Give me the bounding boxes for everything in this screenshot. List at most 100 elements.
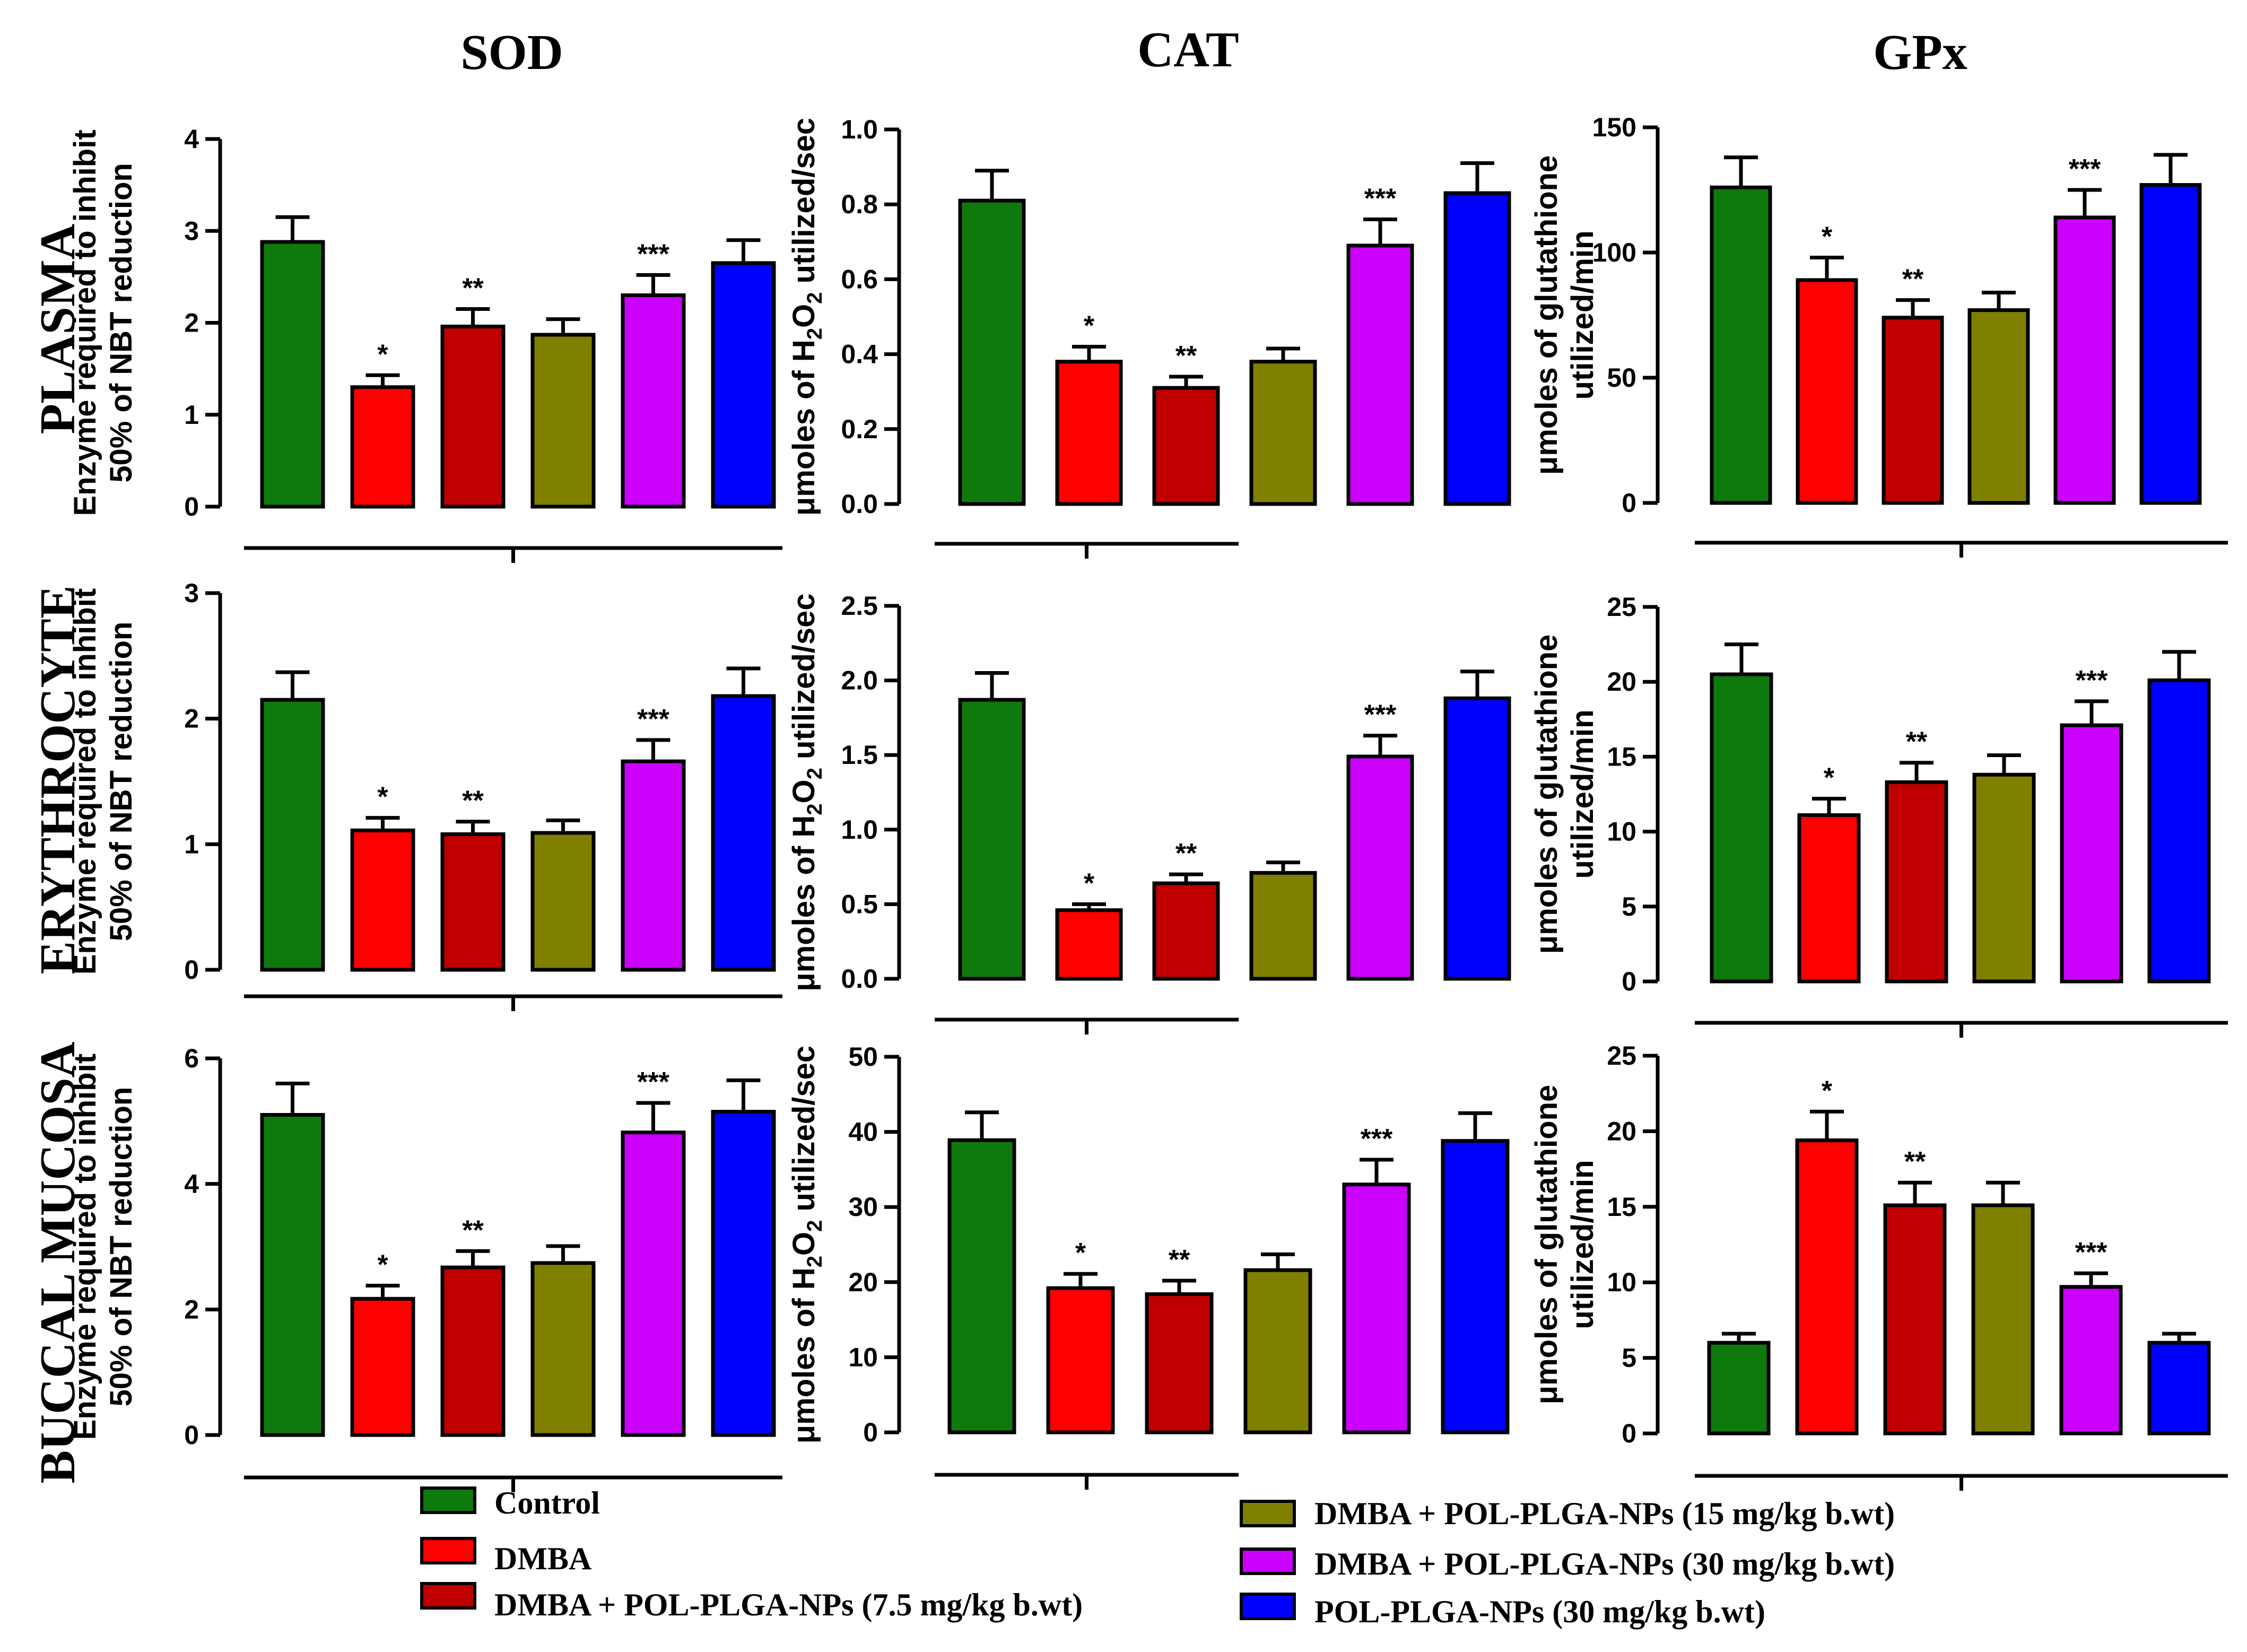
panel-erythrocyte-cat: 0.00.51.01.52.02.5******μmoles of H2O2 u… — [787, 591, 1511, 1034]
bar-dmba-pol-plga-nps-30-mg-kg-b-wt — [1342, 1183, 1411, 1434]
bar-dmba-pol-plga-nps-30-mg-kg-b-wt — [621, 1131, 686, 1437]
y-axis-label-line-1: μmoles of glutathione — [1529, 155, 1564, 475]
bar-dmba-pol-plga-nps-7-5-mg-kg-b-wt — [1885, 780, 1948, 984]
bar-dmba-pol-plga-nps-15-mg-kg-b-wt — [530, 1261, 596, 1437]
significance-marker: ** — [1169, 1245, 1190, 1275]
bar-pol-plga-nps-30-mg-kg-b-wt — [2147, 678, 2211, 984]
legend-swatch-control — [420, 1486, 476, 1514]
y-axis-label: μmoles of H2O2 utilized/sec — [787, 118, 826, 516]
y-tick-label: 2.0 — [841, 666, 878, 695]
y-tick-label: 0.6 — [841, 264, 878, 294]
bar-dmba-pol-plga-nps-15-mg-kg-b-wt — [1967, 308, 2030, 505]
bar-dmba-pol-plga-nps-15-mg-kg-b-wt — [1972, 772, 2036, 984]
y-tick-label: 1.0 — [841, 115, 878, 144]
y-tick-label: 2.5 — [841, 591, 878, 621]
significance-marker: * — [1075, 1238, 1086, 1268]
y-axis-label: μmoles of H2O2 utilized/sec — [787, 593, 826, 991]
bar-control — [260, 698, 325, 972]
significance-marker: *** — [1364, 700, 1397, 731]
bar-pol-plga-nps-30-mg-kg-b-wt — [711, 1110, 776, 1437]
y-axis-label-line-2: 50% of NBT reduction — [104, 1087, 138, 1407]
significance-marker: * — [1824, 762, 1835, 793]
bar-dmba-pol-plga-nps-7-5-mg-kg-b-wt — [440, 324, 506, 509]
y-tick-label: 0.2 — [841, 414, 878, 444]
y-tick-label: 2 — [184, 1294, 199, 1324]
bar-dmba — [350, 828, 415, 972]
significance-marker: *** — [637, 1067, 669, 1098]
y-axis-label-line-1: Enzyme required to inhibit — [68, 129, 102, 516]
bar-control — [1707, 1341, 1771, 1436]
bar-control — [958, 198, 1026, 506]
significance-marker: ** — [462, 786, 484, 816]
y-tick-label: 10 — [1607, 817, 1636, 847]
y-tick-label: 15 — [1607, 742, 1636, 771]
bar-dmba — [1796, 278, 1858, 505]
bar-dmba-pol-plga-nps-30-mg-kg-b-wt — [2053, 215, 2116, 505]
y-tick-label: 15 — [1607, 1192, 1636, 1222]
bar-control — [260, 240, 325, 509]
significance-marker: *** — [2069, 154, 2101, 185]
y-tick-label: 40 — [848, 1117, 878, 1147]
y-tick-label: 0.5 — [841, 889, 878, 919]
bar-dmba-pol-plga-nps-15-mg-kg-b-wt — [1243, 1268, 1312, 1434]
y-tick-label: 0 — [184, 1420, 199, 1450]
column-title-cat: CAT — [1137, 22, 1239, 77]
y-tick-label: 0 — [1622, 967, 1636, 996]
row-label-buccal-mucosa: BUCCAL MUCOSA — [30, 1041, 85, 1483]
y-axis-label-line-1: μmoles of glutathione — [1529, 634, 1564, 954]
bar-dmba-pol-plga-nps-15-mg-kg-b-wt — [1971, 1203, 2035, 1436]
y-axis-label-line-1: Enzyme required to inhibit — [68, 588, 102, 975]
bar-pol-plga-nps-30-mg-kg-b-wt — [711, 261, 776, 509]
significance-marker: ** — [1902, 264, 1924, 295]
bar-dmba — [350, 1297, 415, 1437]
y-tick-label: 1.0 — [841, 815, 878, 845]
legend-label-pol-30: POL-PLGA-NPs (30 mg/kg b.wt) — [1314, 1594, 1765, 1629]
bar-dmba-pol-plga-nps-30-mg-kg-b-wt — [621, 759, 686, 972]
y-tick-label: 25 — [1607, 1041, 1636, 1071]
bar-control — [1710, 672, 1773, 984]
bar-dmba-pol-plga-nps-15-mg-kg-b-wt — [1249, 360, 1317, 506]
y-axis-label-line-2: 50% of NBT reduction — [104, 622, 138, 942]
bar-dmba-pol-plga-nps-15-mg-kg-b-wt — [530, 333, 596, 509]
row-label-plasma: PLASMA — [30, 223, 85, 434]
significance-marker: ** — [462, 273, 484, 304]
significance-marker: *** — [1361, 1124, 1393, 1154]
y-axis-label-line-2: utilized/min — [1565, 231, 1600, 400]
bar-dmba-pol-plga-nps-7-5-mg-kg-b-wt — [1882, 316, 1944, 505]
significance-marker: * — [377, 1249, 388, 1280]
significance-marker: ** — [1906, 727, 1928, 758]
y-tick-label: 2 — [184, 704, 199, 734]
bar-dmba-pol-plga-nps-30-mg-kg-b-wt — [1346, 244, 1414, 506]
legend-swatch-dmba-7-5 — [420, 1582, 476, 1610]
y-tick-label: 0 — [184, 955, 199, 985]
y-tick-label: 50 — [848, 1042, 878, 1072]
bar-control — [947, 1138, 1016, 1434]
y-tick-label: 10 — [1607, 1267, 1636, 1297]
y-tick-label: 20 — [848, 1267, 878, 1297]
bar-pol-plga-nps-30-mg-kg-b-wt — [1443, 191, 1511, 506]
legend-swatch-dmba-15 — [1240, 1500, 1296, 1527]
y-tick-label: 0.0 — [841, 489, 878, 519]
legend-label-dmba-7-5: DMBA + POL-PLGA-NPs (7.5 mg/kg b.wt) — [494, 1587, 1083, 1622]
y-tick-label: 3 — [184, 578, 199, 608]
bar-dmba-pol-plga-nps-30-mg-kg-b-wt — [1346, 754, 1414, 981]
bar-dmba-pol-plga-nps-7-5-mg-kg-b-wt — [1883, 1203, 1947, 1436]
bar-dmba — [350, 385, 415, 509]
y-axis-label-line-1: μmoles of glutathione — [1529, 1085, 1564, 1405]
significance-marker: * — [1822, 1075, 1833, 1106]
y-tick-label: 25 — [1607, 592, 1636, 622]
bar-dmba — [1795, 1138, 1859, 1436]
y-tick-label: 6 — [184, 1044, 199, 1073]
bar-dmba-pol-plga-nps-30-mg-kg-b-wt — [621, 293, 686, 509]
y-tick-label: 0 — [1622, 1419, 1636, 1448]
y-axis-label-line-1: Enzyme required to inhibit — [68, 1054, 102, 1440]
y-tick-label: 5 — [1622, 1343, 1636, 1373]
y-tick-label: 30 — [848, 1192, 878, 1222]
y-tick-label: 10 — [848, 1342, 878, 1372]
y-tick-label: 50 — [1607, 363, 1636, 393]
significance-marker: * — [377, 782, 388, 813]
significance-marker: ** — [1175, 341, 1197, 371]
